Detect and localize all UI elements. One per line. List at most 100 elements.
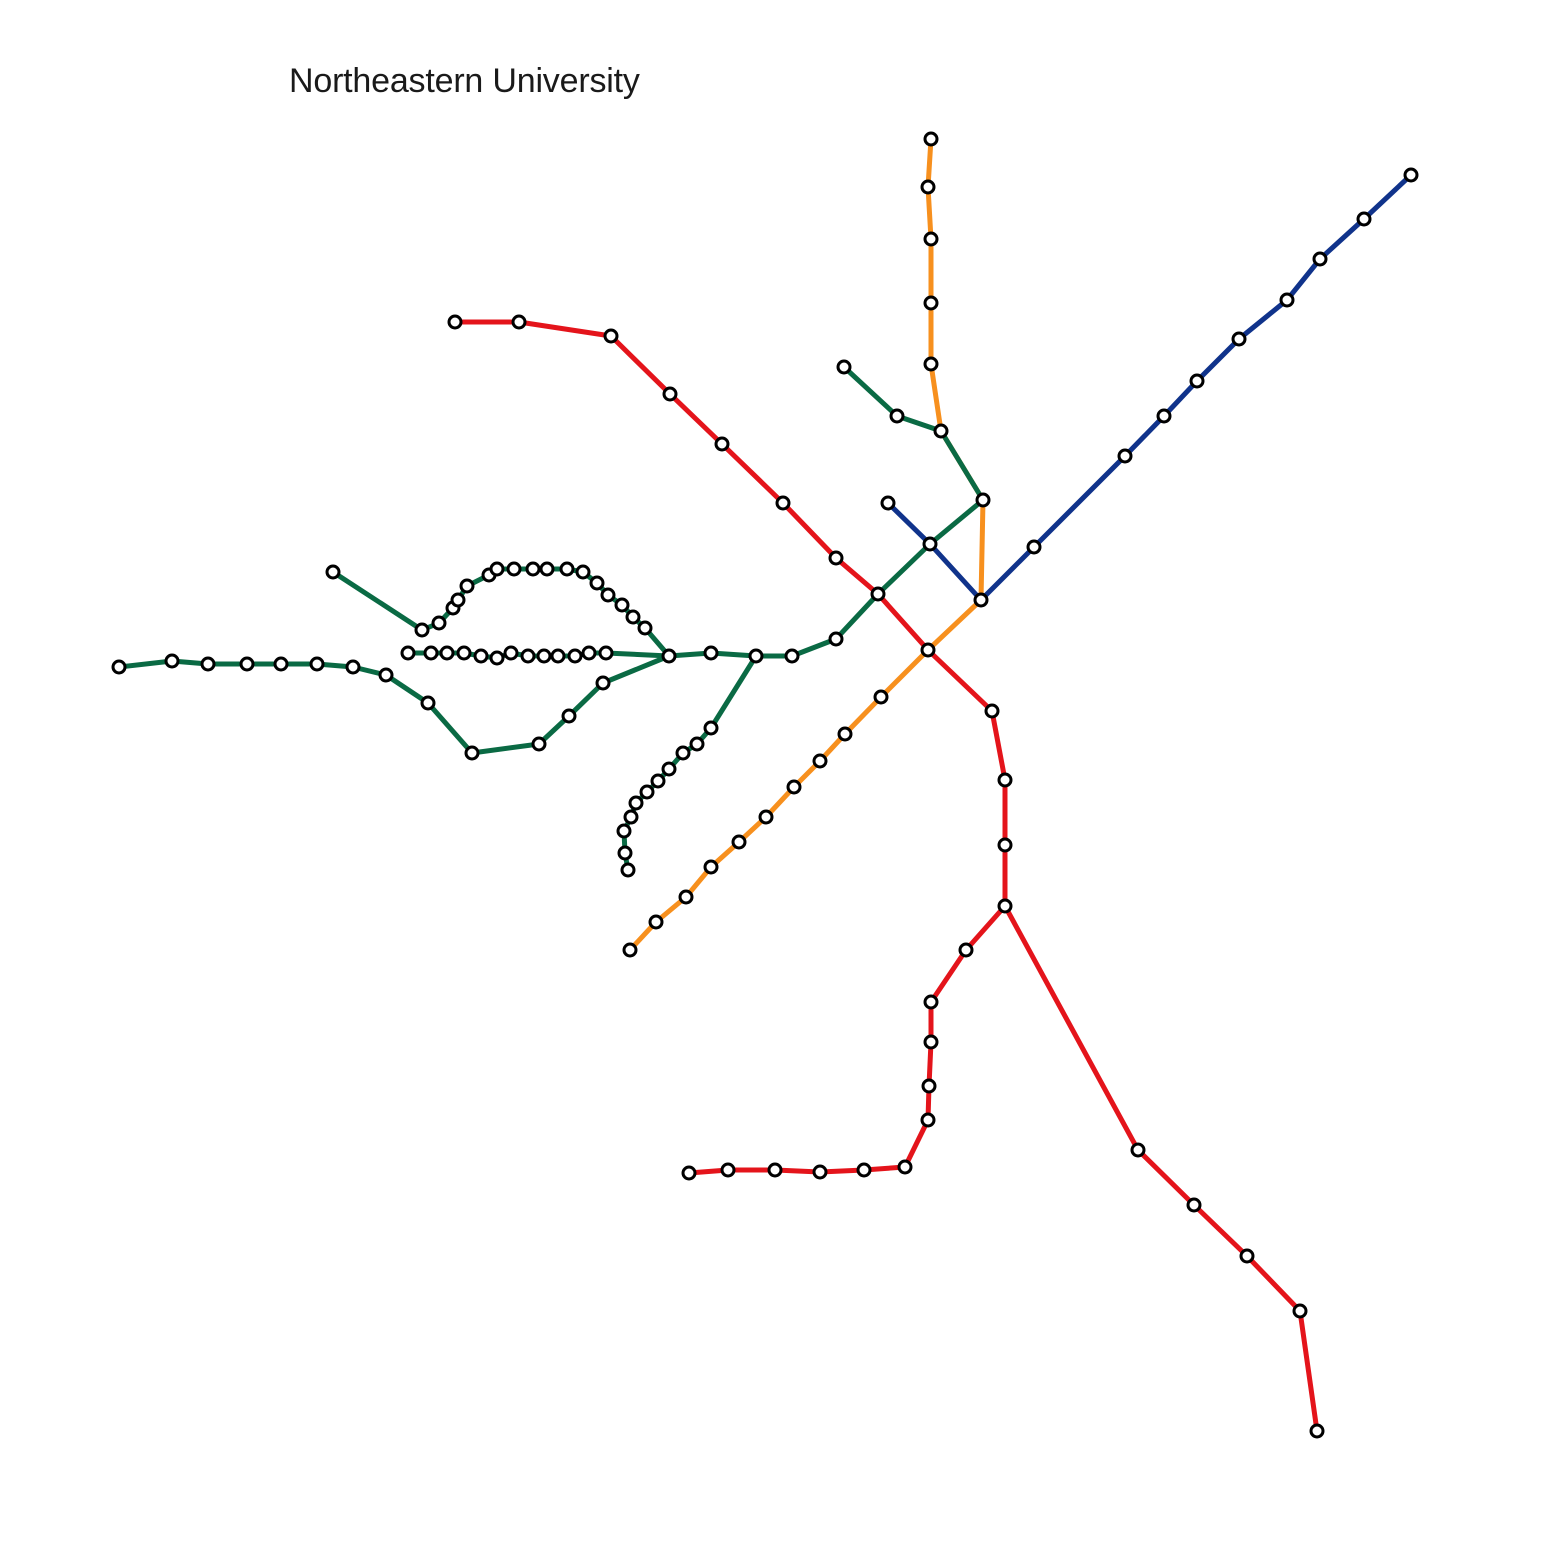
station-marker[interactable] bbox=[758, 809, 774, 825]
station-marker[interactable] bbox=[1356, 211, 1372, 227]
station-marker[interactable] bbox=[489, 561, 505, 577]
station-marker[interactable] bbox=[681, 1165, 697, 1181]
station-marker[interactable] bbox=[603, 328, 619, 344]
station-marker[interactable] bbox=[880, 495, 896, 511]
station-marker[interactable] bbox=[450, 592, 466, 608]
station-marker[interactable] bbox=[1189, 373, 1205, 389]
station-marker[interactable] bbox=[828, 550, 844, 566]
station-marker[interactable] bbox=[921, 1078, 937, 1094]
station-marker[interactable] bbox=[675, 745, 691, 761]
station-marker[interactable] bbox=[703, 859, 719, 875]
station-marker[interactable] bbox=[559, 561, 575, 577]
station-marker[interactable] bbox=[614, 597, 630, 613]
station-marker[interactable] bbox=[459, 578, 475, 594]
station-marker[interactable] bbox=[414, 622, 430, 638]
station-marker[interactable] bbox=[922, 536, 938, 552]
station-marker[interactable] bbox=[973, 592, 989, 608]
station-marker[interactable] bbox=[620, 862, 636, 878]
station-marker[interactable] bbox=[589, 575, 605, 591]
station-marker[interactable] bbox=[239, 656, 255, 672]
station-marker[interactable] bbox=[897, 1159, 913, 1175]
station-marker[interactable] bbox=[703, 720, 719, 736]
station-marker[interactable] bbox=[689, 736, 705, 752]
station-marker[interactable] bbox=[923, 1034, 939, 1050]
station-marker[interactable] bbox=[856, 1162, 872, 1178]
station-marker[interactable] bbox=[784, 648, 800, 664]
station-marker[interactable] bbox=[623, 809, 639, 825]
station-marker[interactable] bbox=[923, 994, 939, 1010]
station-marker[interactable] bbox=[997, 898, 1013, 914]
station-marker[interactable] bbox=[575, 564, 591, 580]
station-marker[interactable] bbox=[1117, 448, 1133, 464]
station-marker[interactable] bbox=[662, 386, 678, 402]
station-marker[interactable] bbox=[400, 645, 416, 661]
station-marker[interactable] bbox=[309, 656, 325, 672]
station-marker[interactable] bbox=[567, 648, 583, 664]
station-marker[interactable] bbox=[473, 648, 489, 664]
station-marker[interactable] bbox=[581, 645, 597, 661]
station-marker[interactable] bbox=[598, 645, 614, 661]
station-marker[interactable] bbox=[600, 587, 616, 603]
station-marker[interactable] bbox=[628, 795, 644, 811]
station-marker[interactable] bbox=[447, 314, 463, 330]
station-marker[interactable] bbox=[923, 356, 939, 372]
station-marker[interactable] bbox=[489, 650, 505, 666]
station-marker[interactable] bbox=[550, 648, 566, 664]
station-marker[interactable] bbox=[748, 648, 764, 664]
station-marker[interactable] bbox=[678, 889, 694, 905]
station-marker[interactable] bbox=[984, 703, 1000, 719]
station-marker[interactable] bbox=[1186, 1197, 1202, 1213]
station-marker[interactable] bbox=[775, 495, 791, 511]
station-marker[interactable] bbox=[616, 823, 632, 839]
station-marker[interactable] bbox=[873, 689, 889, 705]
station-marker[interactable] bbox=[378, 667, 394, 683]
station-marker[interactable] bbox=[923, 295, 939, 311]
station-marker[interactable] bbox=[648, 914, 664, 930]
station-marker[interactable] bbox=[164, 653, 180, 669]
station-marker[interactable] bbox=[420, 695, 436, 711]
station-marker[interactable] bbox=[617, 845, 633, 861]
station-marker[interactable] bbox=[431, 615, 447, 631]
station-marker[interactable] bbox=[456, 645, 472, 661]
station-marker[interactable] bbox=[503, 645, 519, 661]
station-marker[interactable] bbox=[837, 726, 853, 742]
station-marker[interactable] bbox=[920, 642, 936, 658]
station-marker[interactable] bbox=[720, 1162, 736, 1178]
station-marker[interactable] bbox=[997, 772, 1013, 788]
station-marker[interactable] bbox=[1403, 167, 1419, 183]
station-marker[interactable] bbox=[767, 1162, 783, 1178]
station-marker[interactable] bbox=[639, 784, 655, 800]
station-marker[interactable] bbox=[637, 620, 653, 636]
station-marker[interactable] bbox=[889, 408, 905, 424]
station-marker[interactable] bbox=[561, 708, 577, 724]
station-marker[interactable] bbox=[345, 659, 361, 675]
station-marker[interactable] bbox=[1026, 539, 1042, 555]
station-marker[interactable] bbox=[531, 736, 547, 752]
station-marker[interactable] bbox=[423, 645, 439, 661]
station-marker[interactable] bbox=[661, 761, 677, 777]
station-marker[interactable] bbox=[828, 631, 844, 647]
station-marker[interactable] bbox=[786, 779, 802, 795]
station-marker[interactable] bbox=[1279, 292, 1295, 308]
station-marker[interactable] bbox=[595, 675, 611, 691]
station-marker[interactable] bbox=[536, 648, 552, 664]
station-marker[interactable] bbox=[920, 1112, 936, 1128]
station-marker[interactable] bbox=[714, 436, 730, 452]
station-marker[interactable] bbox=[200, 656, 216, 672]
station-marker[interactable] bbox=[920, 179, 936, 195]
station-marker[interactable] bbox=[975, 492, 991, 508]
station-marker[interactable] bbox=[731, 834, 747, 850]
station-marker[interactable] bbox=[625, 609, 641, 625]
station-marker[interactable] bbox=[1231, 331, 1247, 347]
station-marker[interactable] bbox=[622, 942, 638, 958]
station-marker[interactable] bbox=[464, 745, 480, 761]
station-marker[interactable] bbox=[520, 648, 536, 664]
station-marker[interactable] bbox=[111, 659, 127, 675]
station-marker[interactable] bbox=[703, 645, 719, 661]
station-marker[interactable] bbox=[439, 645, 455, 661]
station-marker[interactable] bbox=[1156, 408, 1172, 424]
station-marker[interactable] bbox=[1312, 251, 1328, 267]
station-marker[interactable] bbox=[273, 656, 289, 672]
station-marker[interactable] bbox=[1292, 1303, 1308, 1319]
station-marker[interactable] bbox=[650, 773, 666, 789]
